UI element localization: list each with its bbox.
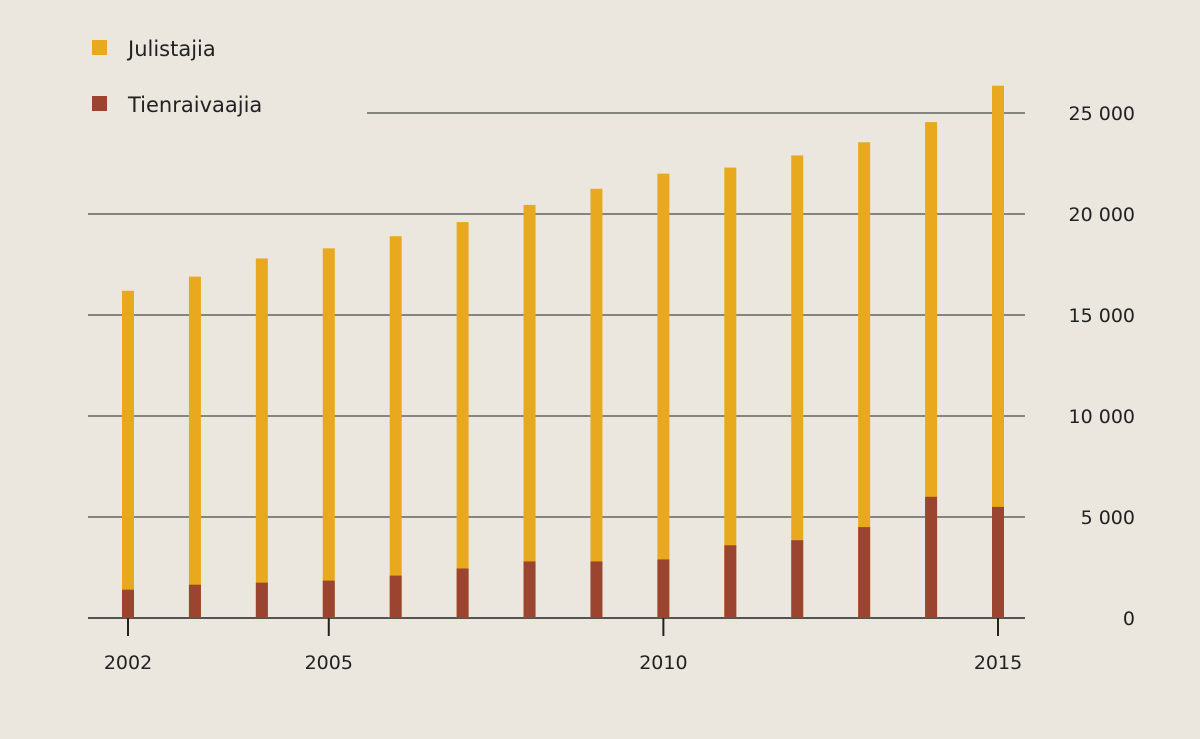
bar-julistajia-2006 xyxy=(389,236,402,618)
bar-tienraivaajia-2013 xyxy=(858,527,871,618)
bar-tienraivaajia-2008 xyxy=(523,561,536,618)
bar-julistajia-2007 xyxy=(456,222,469,618)
bar-tienraivaajia-2014 xyxy=(925,496,938,618)
x-tick-label: 2005 xyxy=(305,652,353,674)
y-tick-label: 5 000 xyxy=(1081,507,1135,529)
bar-julistajia-2015 xyxy=(992,85,1004,619)
bar-tienraivaajia-2010 xyxy=(657,559,670,618)
bar-tienraivaajia-2011 xyxy=(724,545,737,618)
legend-swatch-tienraivaajia xyxy=(92,96,107,111)
legend-label-julistajia: Julistajia xyxy=(126,37,216,61)
bar-julistajia-2004 xyxy=(255,258,268,618)
bar-julistajia-2014 xyxy=(925,122,938,618)
bar-julistajia-2003 xyxy=(188,276,201,618)
bar-tienraivaajia-2002 xyxy=(122,589,134,618)
legend: Julistajia Tienraivaajia xyxy=(92,37,262,117)
bar-julistajia-2012 xyxy=(791,155,804,619)
bar-julistajia-2005 xyxy=(322,248,335,618)
bar-julistajia-2013 xyxy=(858,142,871,619)
bar-tienraivaajia-2005 xyxy=(322,580,335,618)
bar-tienraivaajia-2009 xyxy=(590,561,603,618)
legend-label-tienraivaajia: Tienraivaajia xyxy=(127,93,262,117)
legend-swatch-julistajia xyxy=(92,40,107,55)
bar-julistajia-2008 xyxy=(523,204,536,618)
y-tick-label: 0 xyxy=(1123,608,1135,630)
bar-tienraivaajia-2007 xyxy=(456,568,469,618)
y-tick-label: 20 000 xyxy=(1069,204,1135,226)
y-tick-label: 10 000 xyxy=(1069,406,1135,428)
bar-julistajia-2002 xyxy=(122,290,134,618)
bar-julistajia-2010 xyxy=(657,173,670,618)
bar-tienraivaajia-2006 xyxy=(389,575,402,618)
bar-tienraivaajia-2003 xyxy=(188,584,201,618)
bar-julistajia-2009 xyxy=(590,188,603,618)
x-tick-label: 2010 xyxy=(639,652,687,674)
bar-julistajia-2011 xyxy=(724,167,737,619)
bar-tienraivaajia-2004 xyxy=(255,582,268,618)
bar-tienraivaajia-2012 xyxy=(791,540,804,618)
y-tick-label: 25 000 xyxy=(1069,103,1135,125)
y-tick-label: 15 000 xyxy=(1069,305,1135,327)
x-tick-label: 2002 xyxy=(104,652,152,674)
bar-tienraivaajia-2015 xyxy=(992,506,1004,618)
x-tick-label: 2015 xyxy=(974,652,1022,674)
